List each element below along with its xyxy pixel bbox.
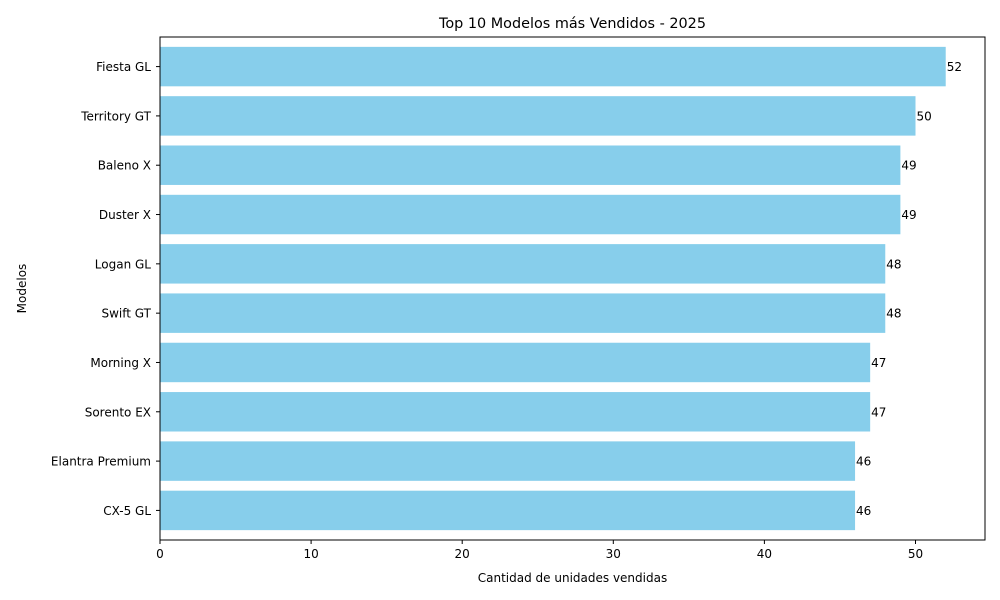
data-label: 47 <box>871 405 886 419</box>
chart-title: Top 10 Modelos más Vendidos - 2025 <box>438 16 706 32</box>
x-tick-label: 50 <box>908 547 923 561</box>
y-tick-label: Morning X <box>90 356 151 370</box>
x-axis: 0 10 20 30 40 50 <box>156 540 923 561</box>
data-label: 47 <box>871 356 886 370</box>
data-label: 52 <box>947 60 962 74</box>
data-label: 46 <box>856 504 871 518</box>
y-tick-label: Baleno X <box>98 159 151 173</box>
y-tick-label: Territory GT <box>80 109 151 123</box>
x-axis-label: Cantidad de unidades vendidas <box>478 571 667 585</box>
data-label: 48 <box>886 307 901 321</box>
bar <box>160 342 871 383</box>
y-axis: Fiesta GL Territory GT Baleno X Duster X Log… <box>51 60 160 518</box>
bar <box>160 490 856 531</box>
bar <box>160 293 886 333</box>
x-tick-label: 40 <box>757 547 772 561</box>
y-tick-label: Sorento EX <box>85 405 151 419</box>
data-label: 49 <box>901 208 916 222</box>
bar <box>160 441 856 481</box>
data-label: 48 <box>886 257 901 271</box>
bar <box>160 96 916 136</box>
bar <box>160 46 946 87</box>
bar <box>160 145 901 185</box>
bar <box>160 194 901 235</box>
x-tick-label: 20 <box>455 547 470 561</box>
y-axis-label: Modelos <box>15 264 29 314</box>
bars-layer: 52 50 49 49 48 48 47 47 46 46 <box>160 46 962 531</box>
y-tick-label: Fiesta GL <box>96 60 151 74</box>
x-tick-label: 0 <box>156 547 164 561</box>
y-tick-label: Logan GL <box>95 257 152 271</box>
bar <box>160 392 871 432</box>
y-tick-label: CX-5 GL <box>103 504 151 518</box>
x-tick-label: 30 <box>606 547 621 561</box>
plot-frame <box>159 36 986 541</box>
data-label: 46 <box>856 455 871 469</box>
x-tick-label: 10 <box>303 547 318 561</box>
y-tick-label: Elantra Premium <box>51 455 151 469</box>
data-label: 50 <box>916 109 931 123</box>
data-label: 49 <box>901 159 916 173</box>
y-tick-label: Swift GT <box>102 307 152 321</box>
bar <box>160 244 886 284</box>
y-tick-label: Duster X <box>99 208 151 222</box>
